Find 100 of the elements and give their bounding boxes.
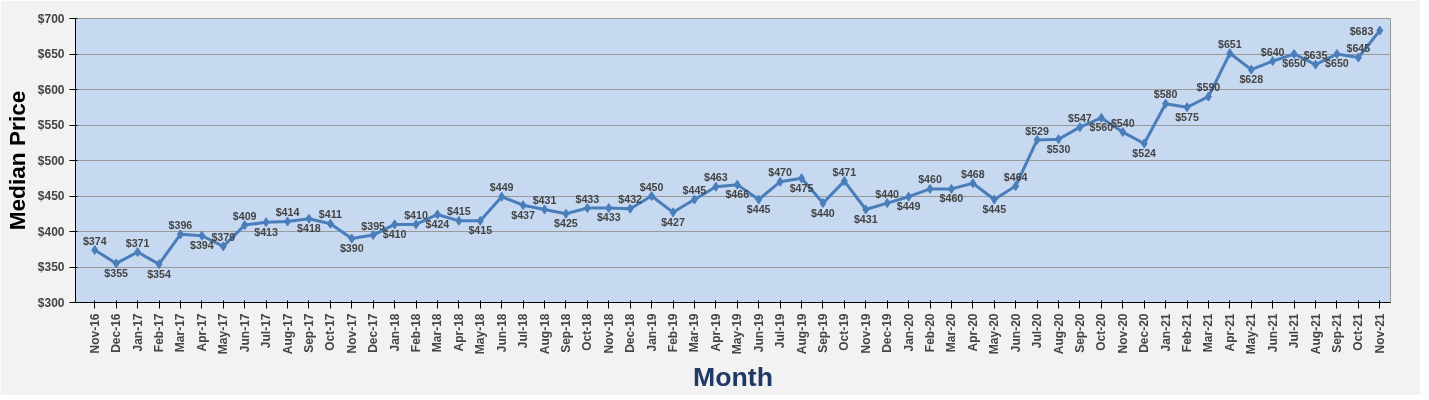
x-tick-label: May-19 [730,313,745,355]
data-label: $651 [1218,37,1242,50]
x-tick-label: Jun-18 [494,313,509,353]
data-label: $580 [1153,88,1178,101]
x-tick-label: Apr-19 [708,313,723,352]
data-label: $396 [168,218,193,231]
y-tick-label: $300 [37,295,65,310]
x-tick-label: Apr-17 [194,313,209,352]
data-label: $471 [832,165,857,178]
data-label: $524 [1132,146,1157,159]
y-tick-label: $550 [37,118,65,132]
x-tick-label: Sep-20 [1072,313,1087,353]
x-tick-label: Apr-21 [1222,313,1237,352]
y-tick-label: $400 [37,224,65,239]
x-tick-label: Jul-18 [516,313,531,349]
y-tick-label: $650 [37,47,65,61]
data-label: $425 [554,217,578,230]
data-label: $470 [768,166,793,179]
x-tick-label: Sep-21 [1329,313,1344,353]
x-tick-label: Feb-21 [1180,313,1195,353]
x-tick-label: Jan-21 [1158,313,1173,352]
data-label: $640 [1260,45,1285,58]
x-tick-label: Oct-20 [1094,313,1109,351]
y-tick-label: $700 [37,11,65,26]
x-tick-label: Jun-19 [751,313,766,353]
data-label: $445 [982,202,1007,215]
x-tick-label: Jul-19 [773,313,788,349]
data-label: $409 [232,209,257,222]
x-tick-label: Nov-17 [344,313,359,354]
data-label: $354 [147,267,171,280]
x-tick-label: Sep-18 [558,313,573,353]
x-tick-label: May-17 [216,313,231,355]
x-tick-label: Jan-19 [644,313,659,352]
data-label: $437 [511,208,536,221]
data-label: $415 [468,224,493,237]
x-tick-label: Aug-19 [794,313,809,355]
data-label: $410 [404,208,428,221]
x-tick-label: Mar-20 [944,313,959,353]
x-tick-label: Apr-20 [965,313,980,352]
y-tick-label: $450 [37,189,65,203]
x-tick-label: Dec-20 [1137,313,1152,353]
data-label: $529 [1025,124,1050,137]
y-tick-label: $350 [37,260,65,274]
x-tick-label: Nov-20 [1115,313,1130,354]
x-tick-label: Nov-19 [858,313,873,354]
data-label: $433 [575,192,600,205]
data-label: $450 [639,180,664,193]
x-tick-label: Aug-18 [537,313,552,355]
data-label: $683 [1349,24,1374,37]
x-tick-label: May-18 [473,313,488,355]
data-label: $460 [918,173,942,186]
data-label: $390 [339,242,364,255]
x-tick-label: Feb-18 [409,313,424,353]
x-tick-label: Oct-18 [580,313,595,351]
data-label: $628 [1239,73,1264,86]
x-tick-label: Jul-21 [1287,313,1302,349]
data-label: $431 [532,194,557,207]
x-tick-label: May-21 [1244,313,1259,355]
x-tick-label: Jun-21 [1265,313,1280,353]
x-tick-label: Nov-18 [601,313,616,354]
y-tick-label: $600 [37,82,65,97]
data-label: $418 [297,222,321,235]
x-tick-label: Oct-17 [323,313,338,351]
data-label: $468 [961,167,985,180]
x-tick-label: Jun-17 [237,313,252,353]
x-tick-label: Mar-18 [430,313,445,353]
x-tick-label: May-20 [987,313,1002,355]
data-label: $411 [318,208,342,221]
x-tick-label: Jul-17 [259,313,274,349]
x-tick-label: Aug-17 [280,313,295,355]
data-label: $440 [875,187,900,200]
x-tick-label: Jan-17 [130,313,145,352]
data-label: $433 [596,211,621,224]
data-label: $432 [618,193,643,206]
x-tick-label: Mar-19 [687,313,702,353]
x-tick-label: Oct-19 [837,313,852,351]
data-label: $374 [82,234,107,247]
data-label: $463 [704,171,728,184]
x-tick-label: Oct-21 [1351,313,1366,351]
x-axis-title: Month [693,362,773,393]
data-label: $575 [1175,110,1199,123]
data-label: $445 [682,184,707,197]
y-axis-title: Median Price [3,90,30,231]
x-tick-label: Mar-17 [173,313,188,353]
data-label: $427 [661,215,685,228]
x-tick-label: Nov-16 [87,313,102,354]
data-label: $431 [853,212,878,225]
x-tick-label: Dec-16 [109,313,124,353]
data-label: $414 [275,206,300,219]
x-tick-label: Jan-18 [387,313,402,352]
data-label: $415 [447,205,471,218]
x-tick-label: Apr-18 [451,313,466,352]
x-tick-label: Feb-19 [666,313,681,353]
x-tick-label: Jul-20 [1030,313,1045,349]
x-tick-label: Dec-17 [366,313,381,353]
data-label: $440 [811,206,835,219]
x-tick-label: Dec-18 [623,313,638,353]
x-tick-label: Sep-17 [301,313,316,353]
data-label: $460 [939,192,964,205]
data-label: $413 [254,225,279,238]
